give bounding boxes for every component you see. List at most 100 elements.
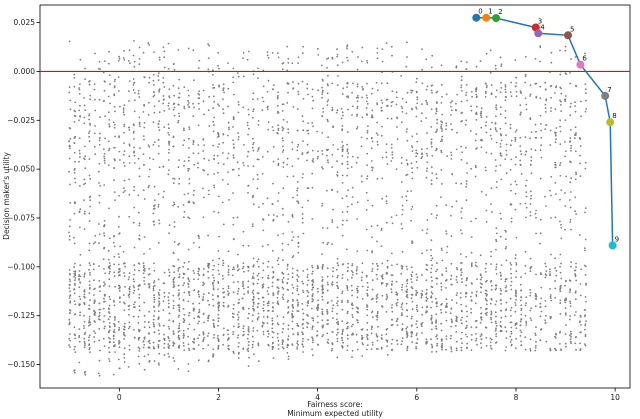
background-point bbox=[445, 93, 448, 96]
background-point bbox=[520, 276, 522, 278]
background-point bbox=[341, 346, 344, 349]
background-point bbox=[177, 205, 180, 208]
background-point bbox=[460, 100, 463, 103]
background-point bbox=[331, 221, 334, 224]
background-point bbox=[514, 304, 517, 307]
background-point bbox=[386, 297, 389, 299]
background-point bbox=[242, 106, 245, 109]
background-point bbox=[534, 295, 537, 297]
background-point bbox=[247, 192, 249, 194]
background-point bbox=[122, 153, 125, 156]
background-point bbox=[187, 300, 190, 303]
background-point bbox=[227, 294, 230, 296]
background-point bbox=[291, 141, 294, 144]
background-point bbox=[287, 311, 290, 313]
background-point bbox=[168, 142, 170, 145]
background-point bbox=[331, 108, 334, 111]
background-point bbox=[539, 46, 542, 49]
background-point bbox=[460, 145, 462, 148]
background-point bbox=[89, 122, 91, 125]
background-point bbox=[490, 348, 493, 350]
background-point bbox=[550, 253, 552, 256]
background-point bbox=[401, 204, 404, 207]
background-point bbox=[114, 351, 116, 353]
background-point bbox=[469, 130, 472, 132]
background-point bbox=[559, 143, 562, 146]
background-point bbox=[193, 317, 196, 320]
background-point bbox=[504, 86, 507, 88]
background-point bbox=[376, 240, 378, 243]
background-point bbox=[406, 278, 409, 281]
background-point bbox=[316, 330, 319, 333]
background-point bbox=[267, 274, 270, 277]
background-point bbox=[168, 144, 171, 146]
background-point bbox=[570, 342, 572, 345]
background-point bbox=[277, 164, 280, 167]
background-point bbox=[226, 157, 229, 160]
background-point bbox=[474, 113, 477, 115]
background-point bbox=[495, 324, 498, 327]
background-point bbox=[316, 307, 318, 310]
background-point bbox=[515, 276, 517, 279]
background-point bbox=[366, 306, 368, 308]
background-point bbox=[203, 113, 206, 116]
background-point bbox=[366, 336, 368, 338]
background-point bbox=[192, 269, 195, 272]
background-point bbox=[440, 125, 442, 128]
background-point bbox=[544, 322, 547, 324]
background-point bbox=[570, 177, 573, 180]
background-point bbox=[152, 287, 155, 290]
frontier-point-5 bbox=[564, 31, 572, 40]
background-point bbox=[371, 325, 373, 328]
background-point bbox=[470, 334, 473, 336]
background-point bbox=[534, 123, 537, 126]
background-point bbox=[292, 88, 294, 90]
background-point bbox=[297, 245, 300, 248]
background-point bbox=[103, 284, 105, 287]
background-point bbox=[287, 289, 290, 291]
background-point bbox=[485, 289, 487, 292]
background-point bbox=[257, 312, 260, 315]
background-point bbox=[242, 282, 244, 284]
background-point bbox=[252, 295, 255, 298]
background-point bbox=[143, 105, 146, 107]
background-point bbox=[78, 340, 81, 343]
background-point bbox=[148, 44, 151, 46]
background-point bbox=[357, 321, 359, 324]
background-point bbox=[172, 145, 175, 148]
background-point bbox=[74, 351, 77, 353]
background-point bbox=[520, 173, 523, 175]
background-point bbox=[579, 154, 581, 157]
background-point bbox=[183, 193, 186, 196]
background-point bbox=[281, 271, 284, 274]
background-point bbox=[177, 334, 180, 337]
background-point bbox=[306, 326, 309, 329]
background-point bbox=[569, 300, 571, 303]
background-point bbox=[247, 286, 250, 289]
background-point bbox=[421, 274, 423, 276]
background-point bbox=[212, 277, 215, 279]
background-point bbox=[495, 248, 497, 251]
background-point bbox=[88, 292, 91, 294]
background-point bbox=[222, 98, 224, 100]
background-point bbox=[148, 76, 151, 79]
background-point bbox=[341, 182, 344, 184]
background-point bbox=[208, 44, 211, 47]
background-point bbox=[232, 156, 235, 159]
background-point bbox=[94, 98, 96, 101]
background-point bbox=[167, 173, 170, 176]
background-point bbox=[301, 52, 304, 55]
background-point bbox=[351, 91, 353, 94]
background-point bbox=[386, 259, 389, 262]
background-point bbox=[510, 339, 513, 341]
background-point bbox=[73, 142, 76, 144]
background-point bbox=[118, 341, 121, 344]
background-point bbox=[416, 304, 418, 307]
background-point bbox=[490, 203, 492, 206]
background-point bbox=[148, 168, 151, 171]
background-point bbox=[172, 251, 175, 254]
background-point bbox=[450, 334, 452, 337]
background-point bbox=[544, 81, 546, 84]
background-point bbox=[485, 221, 488, 223]
background-point bbox=[361, 271, 364, 274]
